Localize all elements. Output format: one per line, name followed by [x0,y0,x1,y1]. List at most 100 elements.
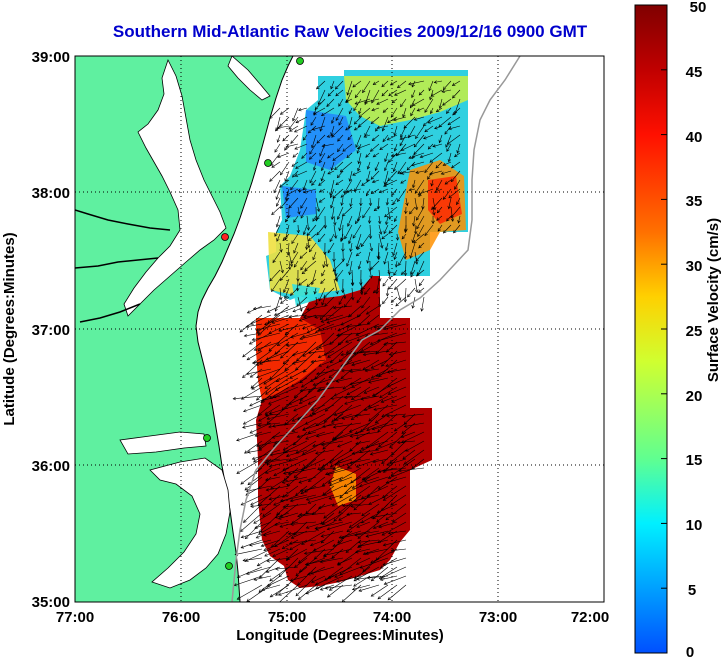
velocity-vector [443,80,452,90]
velocity-vector [355,413,371,417]
velocity-vector [295,575,317,597]
velocity-vector-head [307,401,312,405]
velocity-vector-head [397,297,402,301]
velocity-vector-head [280,171,284,176]
velocity-vector [382,107,389,113]
velocity-vector-head [391,192,395,196]
velocity-vector [394,125,398,136]
velocity-vector-head [356,146,361,150]
velocity-vector [250,377,263,389]
velocity-vector-head [265,391,269,395]
colorbar-tick-label: 35 [686,193,703,210]
velocity-vector-head [292,154,296,158]
velocity-vector-head [319,316,324,321]
velocity-vector [377,530,398,543]
velocity-vector [408,125,416,138]
velocity-vector [314,314,335,318]
velocity-vector [451,161,461,169]
velocity-vector [297,431,317,438]
velocity-vector [380,575,398,581]
velocity-vector-head [408,82,412,86]
velocity-vector [263,530,281,536]
velocity-vector [405,197,408,206]
velocity-vector-head [400,171,405,175]
velocity-vector-head [376,519,380,523]
velocity-vector-head [368,235,373,240]
velocity-vector [457,143,461,154]
velocity-vector-head [317,238,322,243]
velocity-vector-head [299,488,304,493]
velocity-vector-head [352,235,356,239]
velocity-vector [274,440,290,444]
velocity-vector-head [371,107,375,112]
velocity-vector-head [256,397,260,401]
velocity-vector-head [357,246,361,251]
velocity-vector-head [270,485,274,489]
velocity-vector [439,98,443,109]
velocity-vector [303,188,317,193]
velocity-vector [310,539,326,546]
velocity-vector [399,134,407,146]
velocity-vector-head [264,322,268,326]
velocity-vector-head [292,309,297,313]
velocity-vector [409,206,416,215]
velocity-vector-head [385,202,390,206]
velocity-vector-head [372,459,376,464]
velocity-vector [431,89,443,97]
velocity-vector-head [375,351,379,355]
velocity-vector-head [281,480,286,484]
velocity-vector-head [357,160,361,165]
velocity-vector-head [290,140,294,144]
velocity-vector-head [338,301,342,305]
velocity-vector [410,98,416,108]
velocity-vector-head [382,300,386,305]
velocity-vector-head [364,100,368,104]
velocity-vector [311,359,326,363]
velocity-vector [355,440,371,445]
velocity-vector [375,440,398,451]
velocity-vector [356,251,362,257]
velocity-vector-head [269,178,273,182]
velocity-vector [256,314,281,333]
velocity-vector [342,206,353,217]
velocity-vector [366,431,389,448]
velocity-vector [396,287,401,301]
velocity-vector-head [346,92,350,96]
velocity-vector [323,548,353,556]
velocity-vector-head [442,86,447,91]
velocity-vector [321,269,326,277]
velocity-vector-head [366,576,371,580]
velocity-vector-head [411,102,416,106]
velocity-vector-head [394,92,398,96]
velocity-vector [354,116,362,125]
velocity-vector [414,179,425,194]
velocity-vector-head [415,273,420,277]
velocity-vector-head [327,249,331,254]
velocity-vector-head [327,155,331,159]
velocity-vector-head [294,173,299,177]
velocity-vector-head [280,355,284,359]
velocity-vector-head [450,165,455,169]
velocity-vector-head [362,551,367,556]
velocity-vector [390,296,398,303]
velocity-vector [327,341,353,358]
velocity-vector-head [272,259,276,264]
velocity-vector-head [312,382,317,386]
velocity-vector-head [418,244,422,249]
velocity-vector-head [316,216,320,220]
velocity-vector-head [307,350,312,355]
velocity-vector [331,161,335,171]
velocity-vector-head [358,544,362,548]
velocity-vector-head [334,417,339,421]
velocity-vector-head [337,444,341,448]
velocity-vector [276,233,281,242]
velocity-vector [302,440,326,455]
velocity-vector [356,305,371,318]
velocity-vector-head [376,510,381,514]
velocity-vector [282,485,299,498]
velocity-vector [378,233,383,249]
velocity-vector [293,404,308,412]
velocity-vector [387,377,407,388]
velocity-vector [340,350,371,356]
velocity-vector [254,521,272,529]
